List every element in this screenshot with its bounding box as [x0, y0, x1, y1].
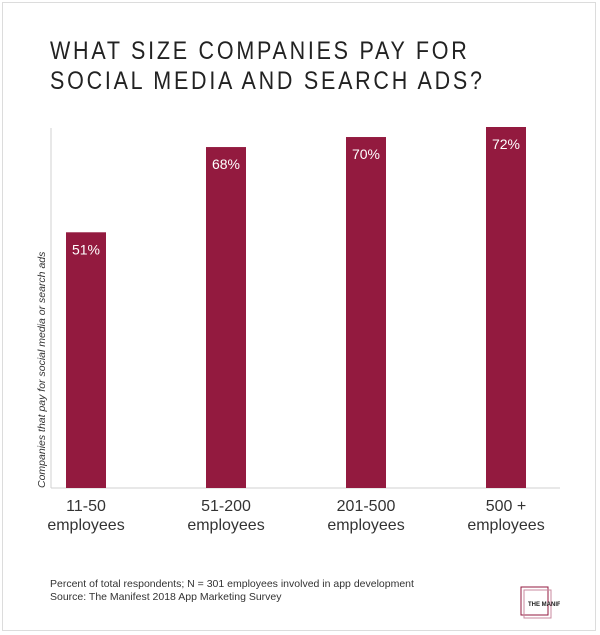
x-tick-label: 11-50 employees	[26, 497, 146, 535]
x-tick-label-line: 11-50	[66, 498, 106, 515]
footnote-text: Percent of total respondents; N = 301 em…	[50, 578, 414, 590]
x-tick-label: 500 + employees	[446, 497, 566, 535]
x-tick-label-line: employees	[467, 517, 545, 534]
data-label: 68%	[212, 156, 240, 172]
chart-title: WHAT SIZE COMPANIES PAY FOR SOCIAL MEDIA…	[50, 36, 485, 96]
title-line-2: SOCIAL MEDIA AND SEARCH ADS?	[50, 67, 485, 95]
x-tick-label-line: employees	[187, 517, 265, 534]
x-tick-label-line: 51-200	[201, 498, 251, 515]
data-label: 72%	[492, 136, 520, 152]
bar	[66, 232, 106, 488]
source-text: Source: The Manifest 2018 App Marketing …	[50, 591, 282, 603]
x-tick-label: 201-500 employees	[306, 497, 426, 535]
bar	[486, 127, 526, 488]
bar	[206, 147, 246, 489]
bar	[346, 137, 386, 488]
footnote: Percent of total respondents; N = 301 em…	[50, 578, 414, 604]
x-tick-label-line: 500 +	[485, 498, 527, 515]
svg-text:THE MANIFEST: THE MANIFEST	[528, 602, 560, 608]
x-tick-label-line: 201-500	[336, 498, 396, 515]
title-line-1: WHAT SIZE COMPANIES PAY FOR	[50, 37, 470, 65]
x-tick-label: 51-200 employees	[166, 497, 286, 535]
x-tick-label-line: employees	[47, 517, 125, 534]
the-manifest-logo: THE MANIFEST	[520, 586, 560, 622]
data-label: 70%	[352, 146, 380, 162]
data-label: 51%	[72, 241, 100, 257]
x-tick-label-line: employees	[327, 517, 405, 534]
